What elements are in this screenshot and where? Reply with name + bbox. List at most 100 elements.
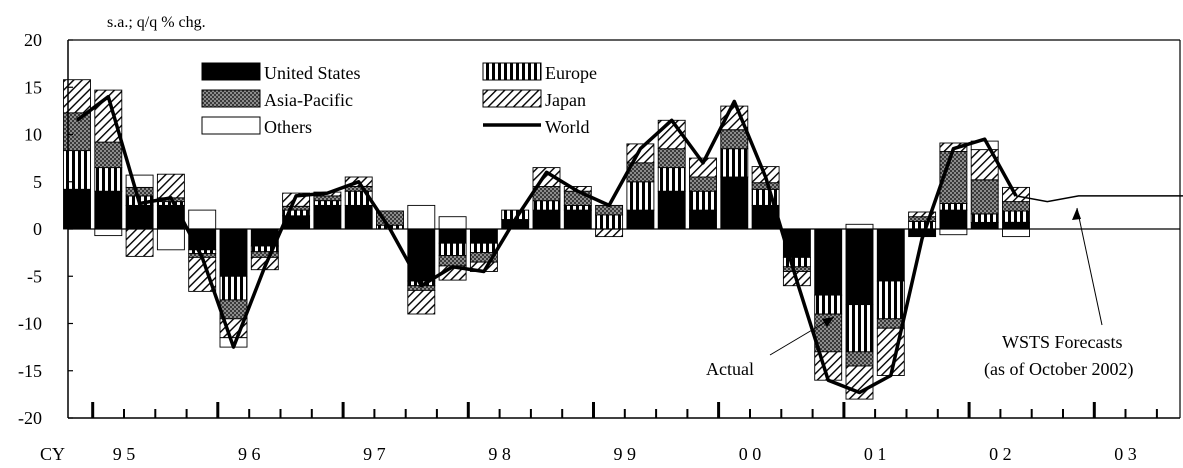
bar-segment-united-states-q29	[970, 221, 999, 230]
bar-segment-united-states-q21	[720, 176, 749, 230]
bar-segment-united-states-q11	[407, 228, 436, 282]
bar-segment-asia-pacific-q29	[970, 179, 999, 215]
bar-segment-europe-q27	[908, 220, 937, 230]
unit-label: s.a.; q/q % chg.	[107, 14, 206, 31]
bar-segment-united-states-q8	[313, 204, 342, 230]
bar-segment-asia-pacific-q22	[751, 182, 780, 190]
bar-segment-asia-pacific-q7	[282, 205, 311, 211]
x-axis-prefix: CY	[40, 444, 65, 464]
bar-segment-asia-pacific-q16	[563, 190, 592, 206]
bar-segment-united-states-q19	[657, 190, 686, 230]
y-tick-label: 20	[24, 30, 42, 50]
legend-label-ap: Asia-Pacific	[264, 90, 353, 110]
annotation-actual-arrow	[769, 316, 835, 356]
bar-segment-asia-pacific-q6	[250, 251, 279, 258]
bar-segment-europe-q18	[626, 181, 655, 211]
y-tick-label: -10	[18, 314, 42, 334]
bar-segment-others-q12	[438, 216, 467, 230]
legend-swatch-jp	[482, 89, 542, 108]
bar-segment-japan-q3	[156, 173, 185, 199]
bar-segment-asia-pacific-q23	[782, 266, 811, 272]
axes-layer: 20 15 10 5 0 -5 -10 -15 -20 CY 9 5 9 6 9 7 9 8 9 9 0 0 0…	[18, 30, 1181, 464]
bar-segment-united-states-q12	[438, 228, 467, 244]
bar-segment-europe-q1	[94, 167, 123, 192]
world-line	[75, 94, 1018, 395]
bar-segment-united-states-q5	[219, 228, 248, 277]
annotation-actual: Actual	[706, 359, 754, 379]
bar-segment-europe-q30	[1002, 210, 1030, 223]
bar-segment-europe-q25	[845, 304, 874, 353]
bar-segment-japan-q2	[125, 228, 154, 257]
bar-segment-asia-pacific-q30	[1002, 201, 1030, 212]
bar-segment-japan-q20	[689, 157, 717, 178]
bar-segment-europe-q26	[876, 280, 905, 320]
bar-segment-united-states-q26	[876, 228, 905, 282]
annotation-forecast-arrowhead	[1072, 208, 1081, 220]
bar-segment-asia-pacific-q21	[720, 129, 749, 150]
legend-swatch-ap	[201, 89, 261, 108]
y-tick-label: -5	[27, 266, 42, 286]
bar-segment-europe-q17	[595, 214, 624, 230]
bar-segment-others-q25	[845, 223, 874, 230]
lines-layer	[75, 94, 1183, 395]
bar-segment-europe-q21	[720, 148, 749, 178]
bar-segment-asia-pacific-q19	[657, 148, 686, 169]
bar-segment-others-q1	[94, 228, 123, 237]
bar-segment-asia-pacific-q12	[438, 255, 467, 267]
bar-segment-europe-q5	[219, 275, 248, 301]
bar-segment-europe-q28	[939, 203, 968, 211]
bar-segment-asia-pacific-q1	[94, 141, 123, 169]
year-label: 9 7	[363, 444, 386, 464]
y-tick-label: -15	[18, 361, 42, 381]
year-label: 9 9	[614, 444, 637, 464]
bar-segment-others-q3	[156, 228, 185, 251]
bar-segment-united-states-q1	[94, 190, 123, 230]
bar-segment-asia-pacific-q25	[845, 351, 874, 367]
legend-label-eu: Europe	[545, 63, 597, 83]
bar-segment-asia-pacific-q2	[125, 186, 154, 197]
annotation-forecast-line1: WSTS Forecasts	[1002, 332, 1123, 352]
bar-segment-united-states-q20	[689, 209, 717, 230]
bar-segment-europe-q12	[438, 242, 467, 256]
year-label: 0 1	[864, 444, 887, 464]
bar-segment-europe-q15	[532, 200, 561, 211]
bar-segment-united-states-q30	[1002, 221, 1030, 230]
legend-label-ot: Others	[264, 117, 312, 137]
bar-segment-europe-q4	[188, 249, 217, 255]
annotation-forecast-line2: (as of October 2002)	[984, 359, 1133, 380]
bar-segment-europe-q8	[313, 200, 342, 206]
bar-segment-europe-q29	[970, 213, 999, 223]
bar-segment-japan-q11	[407, 289, 436, 315]
annotation-forecast-arrow	[1076, 207, 1103, 326]
legend: United States Europe Asia-Pacific Japan …	[201, 62, 597, 137]
bar-segment-europe-q20	[689, 190, 717, 211]
bar-segment-europe-q19	[657, 167, 686, 192]
bar-segment-europe-q23	[782, 256, 811, 268]
year-label: 9 8	[488, 444, 511, 464]
bar-segment-europe-q13	[469, 242, 498, 254]
y-tick-label: -20	[18, 408, 42, 428]
year-label: 0 2	[989, 444, 1012, 464]
bar-segment-united-states-q2	[125, 204, 154, 230]
bar-segment-asia-pacific-q9	[344, 186, 373, 192]
bar-segment-united-states-q9	[344, 204, 373, 230]
bar-segment-asia-pacific-q8	[313, 195, 342, 202]
legend-swatch-ot	[201, 116, 261, 135]
y-tick-label: 15	[24, 77, 42, 97]
bar-segment-europe-q16	[563, 204, 592, 211]
year-label: 0 3	[1114, 444, 1137, 464]
year-label: 9 5	[113, 444, 136, 464]
y-tick-label: 5	[33, 172, 42, 192]
bar-segment-others-q30	[1002, 228, 1030, 238]
legend-swatch-us	[201, 62, 261, 81]
bar-segment-asia-pacific-q20	[689, 176, 717, 192]
bar-segment-japan-q27	[908, 211, 937, 218]
legend-label-us: United States	[264, 63, 361, 83]
bar-segment-japan-q17	[595, 228, 624, 238]
legend-label-world: World	[545, 117, 590, 137]
bar-segment-europe-q24	[814, 294, 843, 315]
legend-swatch-eu	[482, 62, 542, 81]
bar-segment-others-q28	[939, 228, 968, 236]
bar-segment-united-states-q25	[845, 228, 874, 306]
